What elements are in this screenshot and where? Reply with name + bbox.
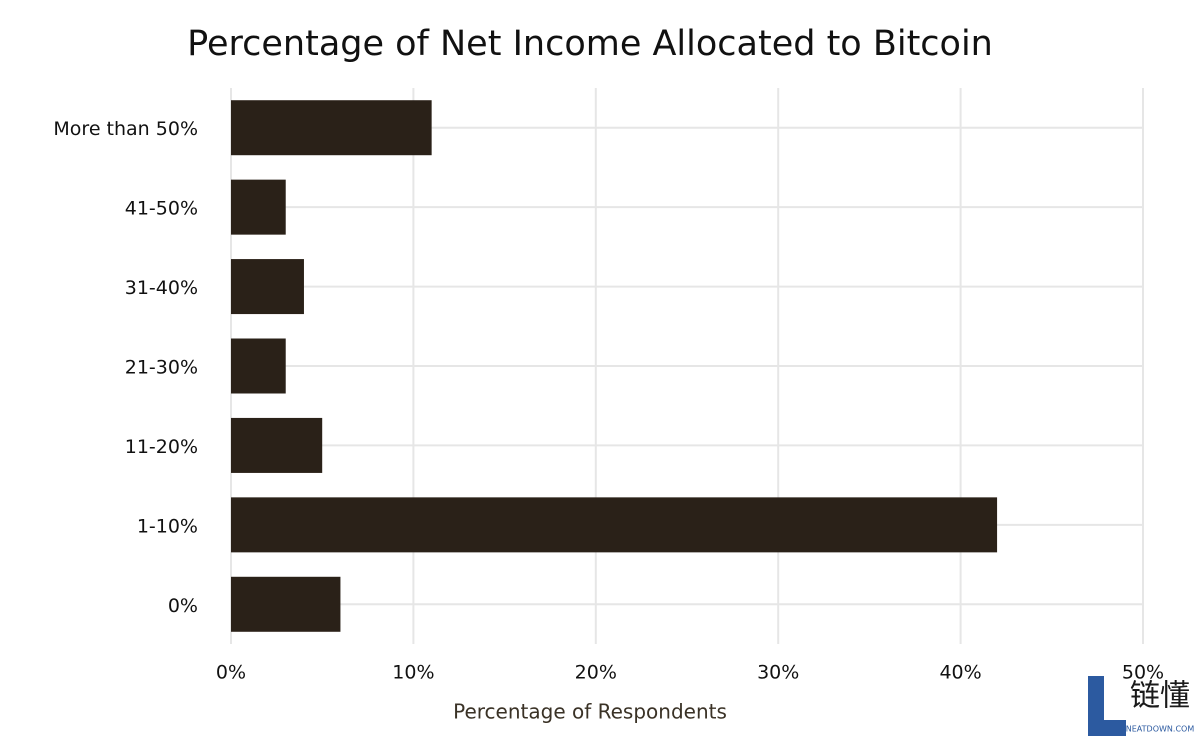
x-tick-label: 40%	[939, 662, 981, 684]
bar	[231, 179, 286, 235]
bar	[231, 576, 341, 632]
x-tick-label: 10%	[392, 662, 434, 684]
watermark-text: 链懂	[1130, 679, 1190, 714]
bar	[231, 497, 998, 553]
bar	[231, 100, 432, 156]
bar	[231, 417, 323, 473]
x-tick-label: 0%	[216, 662, 246, 684]
watermark: 链懂 NEATDOWN.COM	[1088, 676, 1194, 736]
bar	[231, 338, 286, 394]
x-tick-label: 30%	[757, 662, 799, 684]
watermark-logo	[1088, 720, 1126, 736]
x-axis-label: Percentage of Respondents	[453, 700, 727, 724]
y-tick-label: More than 50%	[53, 118, 198, 140]
y-tick-label: 0%	[168, 595, 198, 617]
x-tick-label: 50%	[1122, 662, 1164, 684]
bar	[231, 259, 304, 315]
y-tick-label: 31-40%	[125, 277, 198, 299]
y-tick-label: 41-50%	[125, 198, 198, 220]
y-tick-label: 21-30%	[125, 357, 198, 379]
y-tick-label: 11-20%	[125, 436, 198, 458]
y-tick-label: 1-10%	[137, 515, 198, 537]
chart-title: Percentage of Net Income Allocated to Bi…	[187, 24, 993, 64]
watermark-sub: NEATDOWN.COM	[1126, 725, 1195, 734]
x-tick-label: 20%	[575, 662, 617, 684]
